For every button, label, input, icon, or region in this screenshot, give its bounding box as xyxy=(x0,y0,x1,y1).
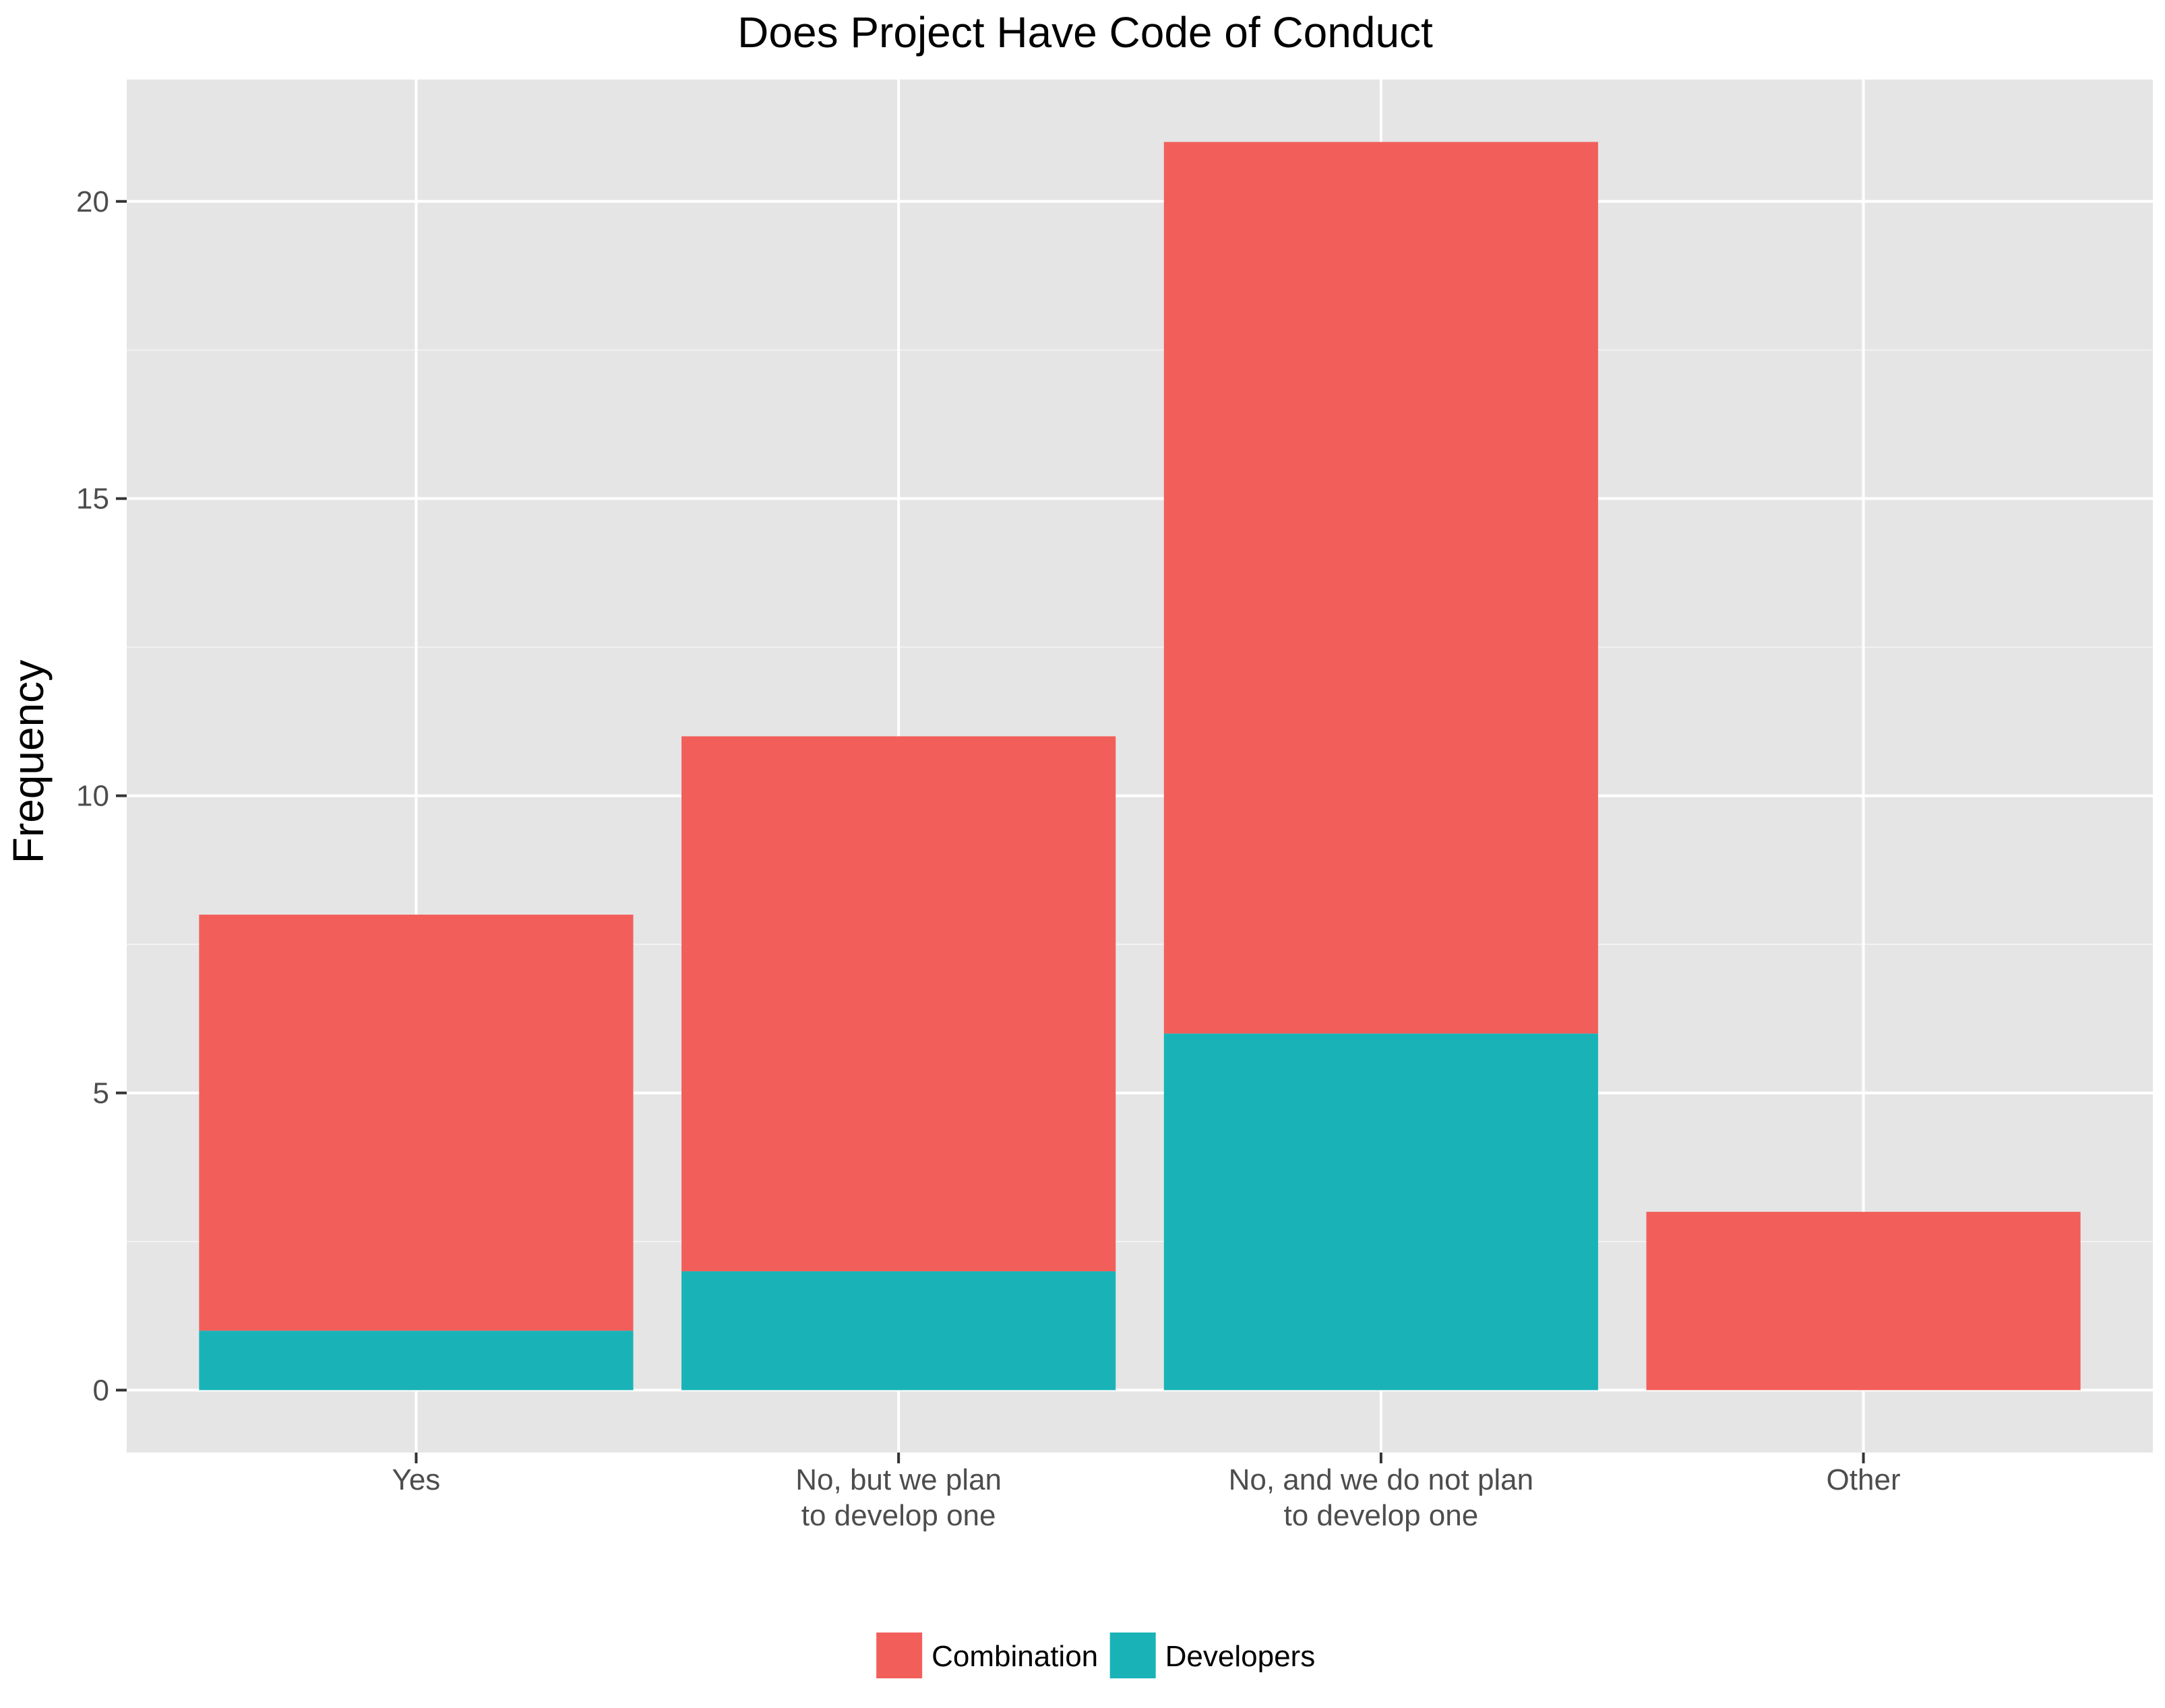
x-tick-label: Yes xyxy=(392,1463,441,1496)
bar-combination-3 xyxy=(1163,142,1598,1034)
chart-title: Does Project Have Code of Conduct xyxy=(737,8,1433,57)
x-tick-label-line: No, but we plan xyxy=(795,1463,1002,1496)
x-tick-label: No, and we do not plan to develop one xyxy=(1229,1463,1534,1532)
x-tick-label: No, but we plan to develop one xyxy=(795,1463,1002,1532)
legend-label-developers: Developers xyxy=(1165,1640,1316,1673)
y-tick-label: 10 xyxy=(76,780,109,813)
x-tick-label-line: to develop one xyxy=(1284,1499,1479,1532)
legend-key-developers xyxy=(1109,1633,1156,1678)
bar-combination-1 xyxy=(199,914,634,1331)
y-tick-label: 5 xyxy=(93,1077,109,1110)
y-axis-title: Frequency xyxy=(4,660,53,863)
y-tick-label: 20 xyxy=(76,185,109,218)
y-axis: 0 5 10 15 20 xyxy=(76,185,127,1407)
y-tick-label: 0 xyxy=(93,1374,109,1407)
bar-developers-1 xyxy=(199,1331,634,1391)
bar-developers-3 xyxy=(1163,1033,1598,1391)
x-tick-label-line: Yes xyxy=(392,1463,441,1496)
bars xyxy=(199,142,2081,1391)
legend-key-combination xyxy=(876,1633,923,1678)
x-tick-label-line: Other xyxy=(1827,1463,1901,1496)
bar-combination-2 xyxy=(681,736,1116,1272)
legend-label-combination: Combination xyxy=(932,1640,1098,1673)
x-tick-label-line: to develop one xyxy=(801,1499,996,1532)
y-tick-label: 15 xyxy=(76,483,109,516)
x-tick-label-line: No, and we do not plan xyxy=(1229,1463,1534,1496)
x-tick-label: Other xyxy=(1827,1463,1901,1496)
bar-combination-4 xyxy=(1646,1211,2081,1391)
legend: Combination Developers xyxy=(876,1633,1315,1678)
bar-developers-2 xyxy=(681,1271,1116,1391)
